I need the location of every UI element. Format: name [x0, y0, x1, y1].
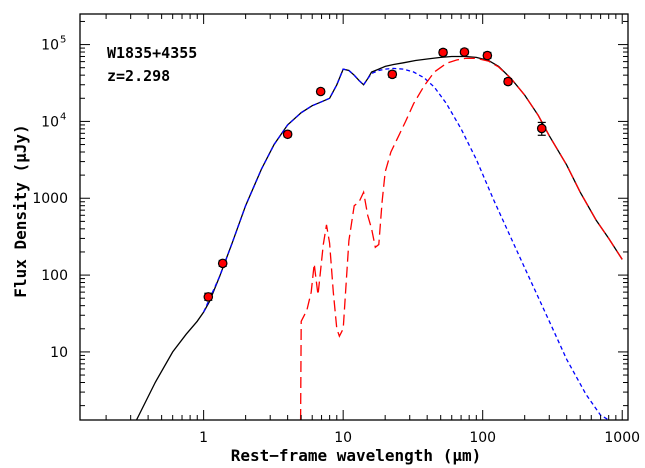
- series-line-dashed: [203, 67, 611, 420]
- photometry-points: [203, 47, 547, 302]
- model-curves: [135, 55, 623, 420]
- data-point: [203, 292, 214, 302]
- data-point: [282, 129, 293, 140]
- source-name-label: W1835+4355: [107, 44, 197, 62]
- y-tick-exponent: 4: [60, 111, 66, 122]
- y-tick-label: 10: [41, 114, 59, 130]
- x-tick-label: 100: [469, 430, 496, 446]
- y-axis-title: Flux Density (μJy): [11, 124, 30, 297]
- series-line-longdash: [299, 57, 623, 420]
- data-point: [438, 47, 448, 58]
- y-tick-exponent: 5: [60, 35, 66, 46]
- y-tick-label: 10: [50, 345, 68, 361]
- x-tick-label: 1: [199, 430, 208, 446]
- data-point: [459, 47, 470, 57]
- y-tick-label: 100: [41, 268, 68, 284]
- data-point: [482, 50, 493, 61]
- plot-frame: [79, 13, 629, 421]
- x-tick-label: 10: [334, 430, 352, 446]
- data-point: [503, 76, 513, 87]
- x-axis-title: Rest−frame wavelength (μm): [231, 446, 481, 465]
- series-line-solid: [135, 55, 623, 420]
- data-point: [217, 258, 228, 269]
- y-tick-label: 10: [41, 38, 59, 54]
- data-point: [387, 69, 398, 80]
- data-point: [315, 86, 326, 97]
- y-tick-label: 1000: [32, 191, 68, 207]
- redshift-label: z=2.298: [107, 67, 170, 85]
- data-point: [536, 123, 547, 134]
- x-tick-label: 1000: [604, 430, 640, 446]
